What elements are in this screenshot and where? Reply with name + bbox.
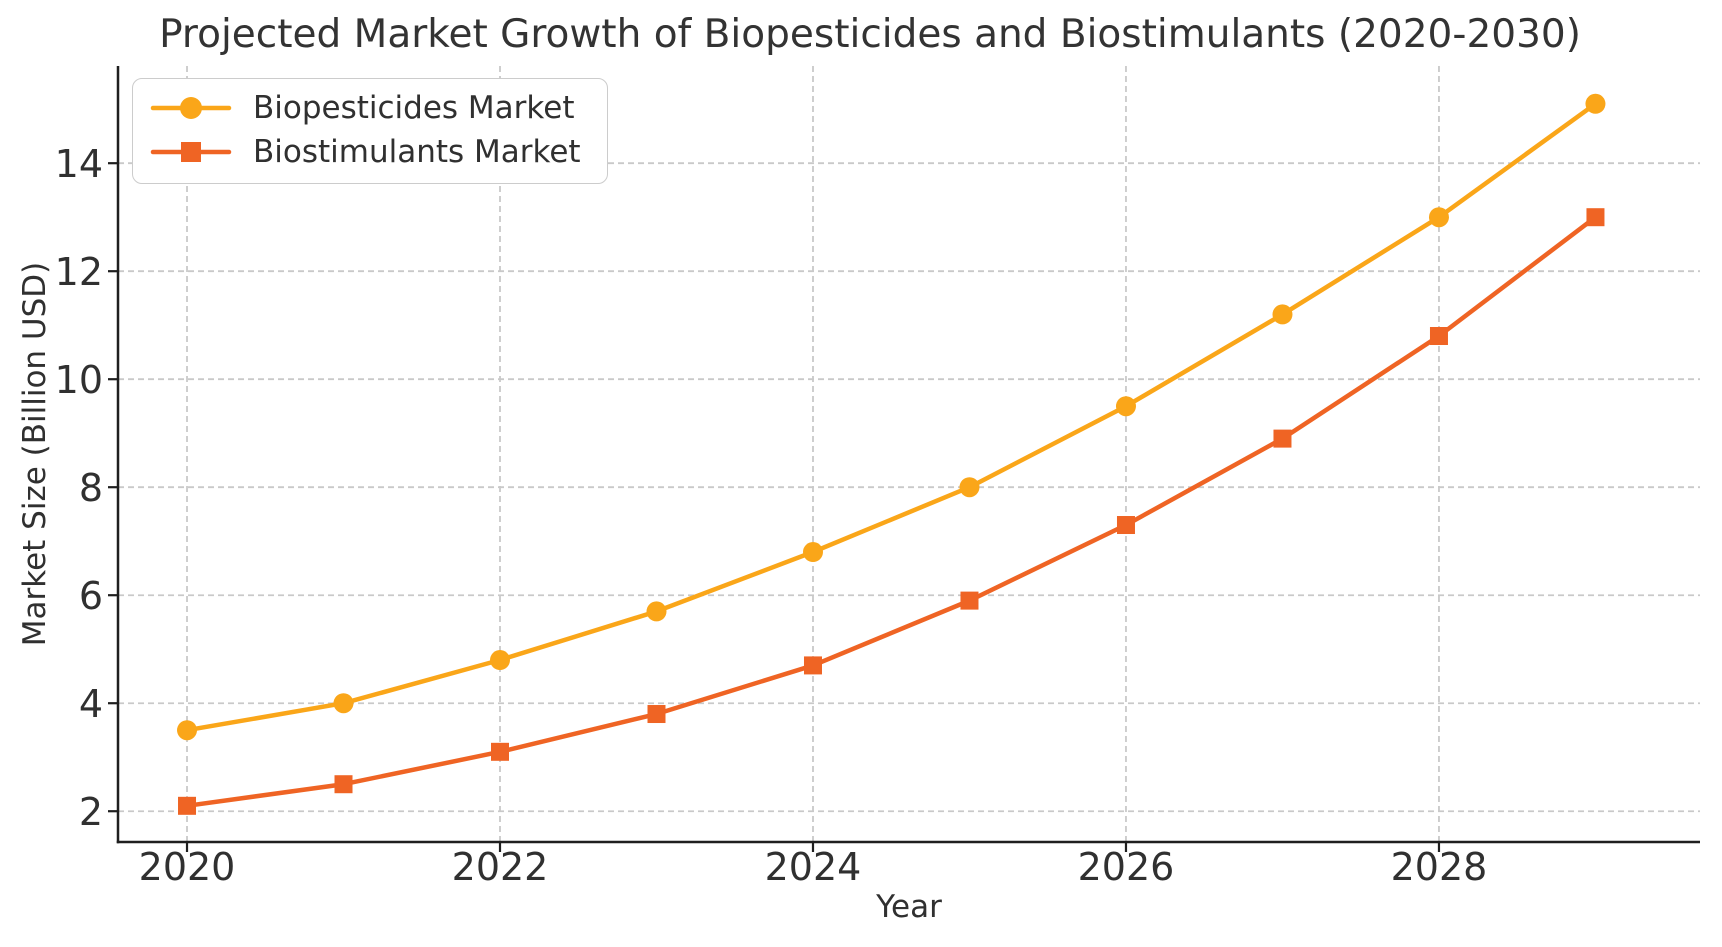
data-point-circle — [646, 601, 667, 622]
data-point-circle — [177, 720, 198, 741]
data-point-square — [181, 142, 201, 162]
data-point-circle — [1428, 207, 1449, 228]
series-circle — [177, 93, 1606, 741]
legend-label: Biostimulants Market — [253, 134, 581, 170]
data-point-square — [1429, 327, 1448, 346]
data-point-square — [178, 796, 197, 815]
series-square — [178, 208, 1605, 815]
legend-item-biopesticides: Biopesticides Market — [149, 87, 581, 129]
data-point-square — [334, 775, 353, 794]
x-tick-label: 2024 — [765, 845, 862, 889]
data-point-circle — [959, 477, 980, 498]
x-axis-label: Year — [876, 889, 942, 925]
x-tick-label: 2026 — [1078, 845, 1175, 889]
legend-label: Biopesticides Market — [253, 90, 575, 126]
tick-marks — [108, 162, 1441, 852]
x-tick-label: 2028 — [1391, 845, 1488, 889]
data-point-circle — [333, 693, 354, 714]
data-point-circle — [1115, 396, 1136, 417]
data-point-square — [647, 705, 666, 724]
data-point-square — [1116, 516, 1135, 535]
legend-item-biostimulants: Biostimulants Market — [149, 131, 581, 173]
data-point-circle — [490, 650, 511, 671]
data-point-circle — [802, 542, 823, 563]
axes-spines — [116, 66, 1700, 844]
y-tick-label: 10 — [55, 358, 103, 402]
data-point-square — [1273, 429, 1292, 448]
data-point-circle — [1585, 93, 1606, 114]
x-tick-label: 2022 — [452, 845, 549, 889]
data-point-square — [803, 656, 822, 675]
data-point-circle — [180, 97, 202, 119]
y-axis-label: Market Size (Billion USD) — [17, 261, 53, 647]
y-tick-label: 8 — [79, 466, 103, 510]
y-tick-label: 12 — [55, 250, 103, 294]
y-tick-label: 6 — [79, 574, 103, 618]
line-square-marker-icon — [150, 142, 232, 162]
line-circle-marker-icon — [150, 97, 232, 119]
data-point-square — [1586, 208, 1605, 227]
data-point-square — [960, 591, 979, 610]
y-tick-label: 2 — [79, 790, 103, 834]
series-line — [184, 101, 1598, 733]
data-point-circle — [1272, 304, 1293, 325]
data-point-square — [491, 742, 510, 761]
x-tick-label: 2020 — [139, 845, 236, 889]
chart-title: Projected Market Growth of Biopesticides… — [159, 12, 1581, 57]
tick-labels: 2020 2022 2024 2026 2028 2 4 6 8 10 12 14 — [55, 142, 1488, 889]
y-tick-label: 4 — [79, 682, 103, 726]
series-line — [184, 214, 1598, 809]
legend: Biopesticides Market Biostimulants Marke… — [132, 78, 608, 184]
y-tick-label: 14 — [55, 142, 103, 186]
